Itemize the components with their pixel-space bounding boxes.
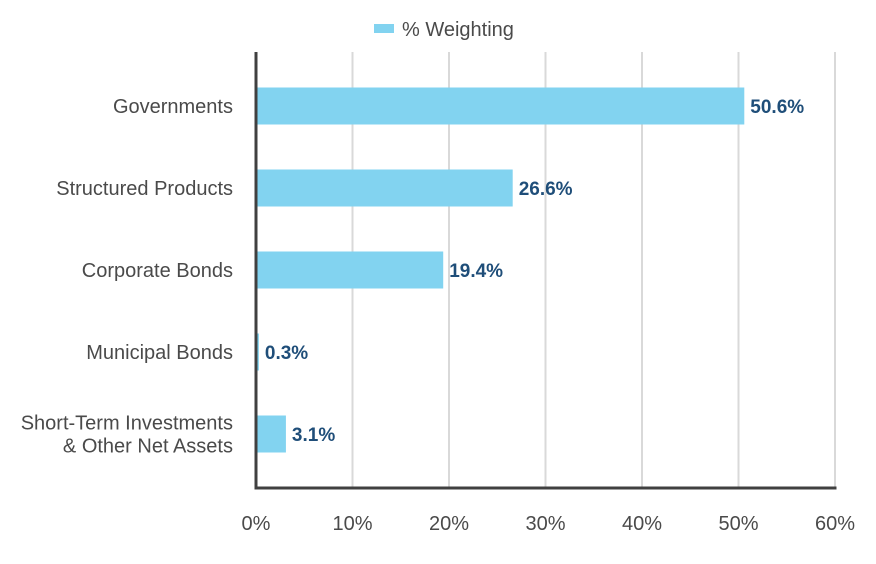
- x-tick-label: 30%: [525, 513, 565, 535]
- category-label: Structured Products: [56, 178, 233, 200]
- x-tick-label: 60%: [815, 513, 855, 535]
- bar: [256, 87, 745, 125]
- x-tick-label: 40%: [622, 513, 662, 535]
- category-label: Short-Term Investments & Other Net Assets: [21, 413, 233, 458]
- data-label: 0.3%: [265, 343, 308, 364]
- bar: [256, 251, 444, 289]
- bars: [256, 87, 745, 453]
- x-tick-label: 50%: [718, 513, 758, 535]
- x-tick-label: 0%: [242, 513, 271, 535]
- bar: [256, 169, 513, 207]
- category-label-line: Municipal Bonds: [86, 342, 233, 364]
- gridlines: [351, 52, 836, 488]
- data-label: 26.6%: [519, 179, 573, 200]
- labels: 0% 10% 20% 30% 40% 50% 60% Governments 50.6% Stru…: [21, 96, 856, 535]
- category-label-line: Governments: [113, 96, 233, 118]
- legend-label: % Weighting: [402, 19, 514, 41]
- category-label-line: & Other Net Assets: [63, 436, 233, 458]
- category-label: Governments: [113, 96, 233, 118]
- axes: [254, 52, 837, 490]
- legend: % Weighting: [374, 19, 514, 41]
- legend-swatch: [374, 24, 394, 33]
- category-label: Corporate Bonds: [82, 260, 233, 282]
- data-label: 3.1%: [292, 425, 335, 446]
- bar: [256, 415, 286, 453]
- x-tick-label: 10%: [332, 513, 372, 535]
- data-label: 50.6%: [750, 97, 804, 118]
- category-label-line: Structured Products: [56, 178, 233, 200]
- category-label-line: Corporate Bonds: [82, 260, 233, 282]
- category-label: Municipal Bonds: [86, 342, 233, 364]
- x-tick-label: 20%: [429, 513, 469, 535]
- data-label: 19.4%: [449, 261, 503, 282]
- category-label-line: Short-Term Investments: [21, 413, 233, 435]
